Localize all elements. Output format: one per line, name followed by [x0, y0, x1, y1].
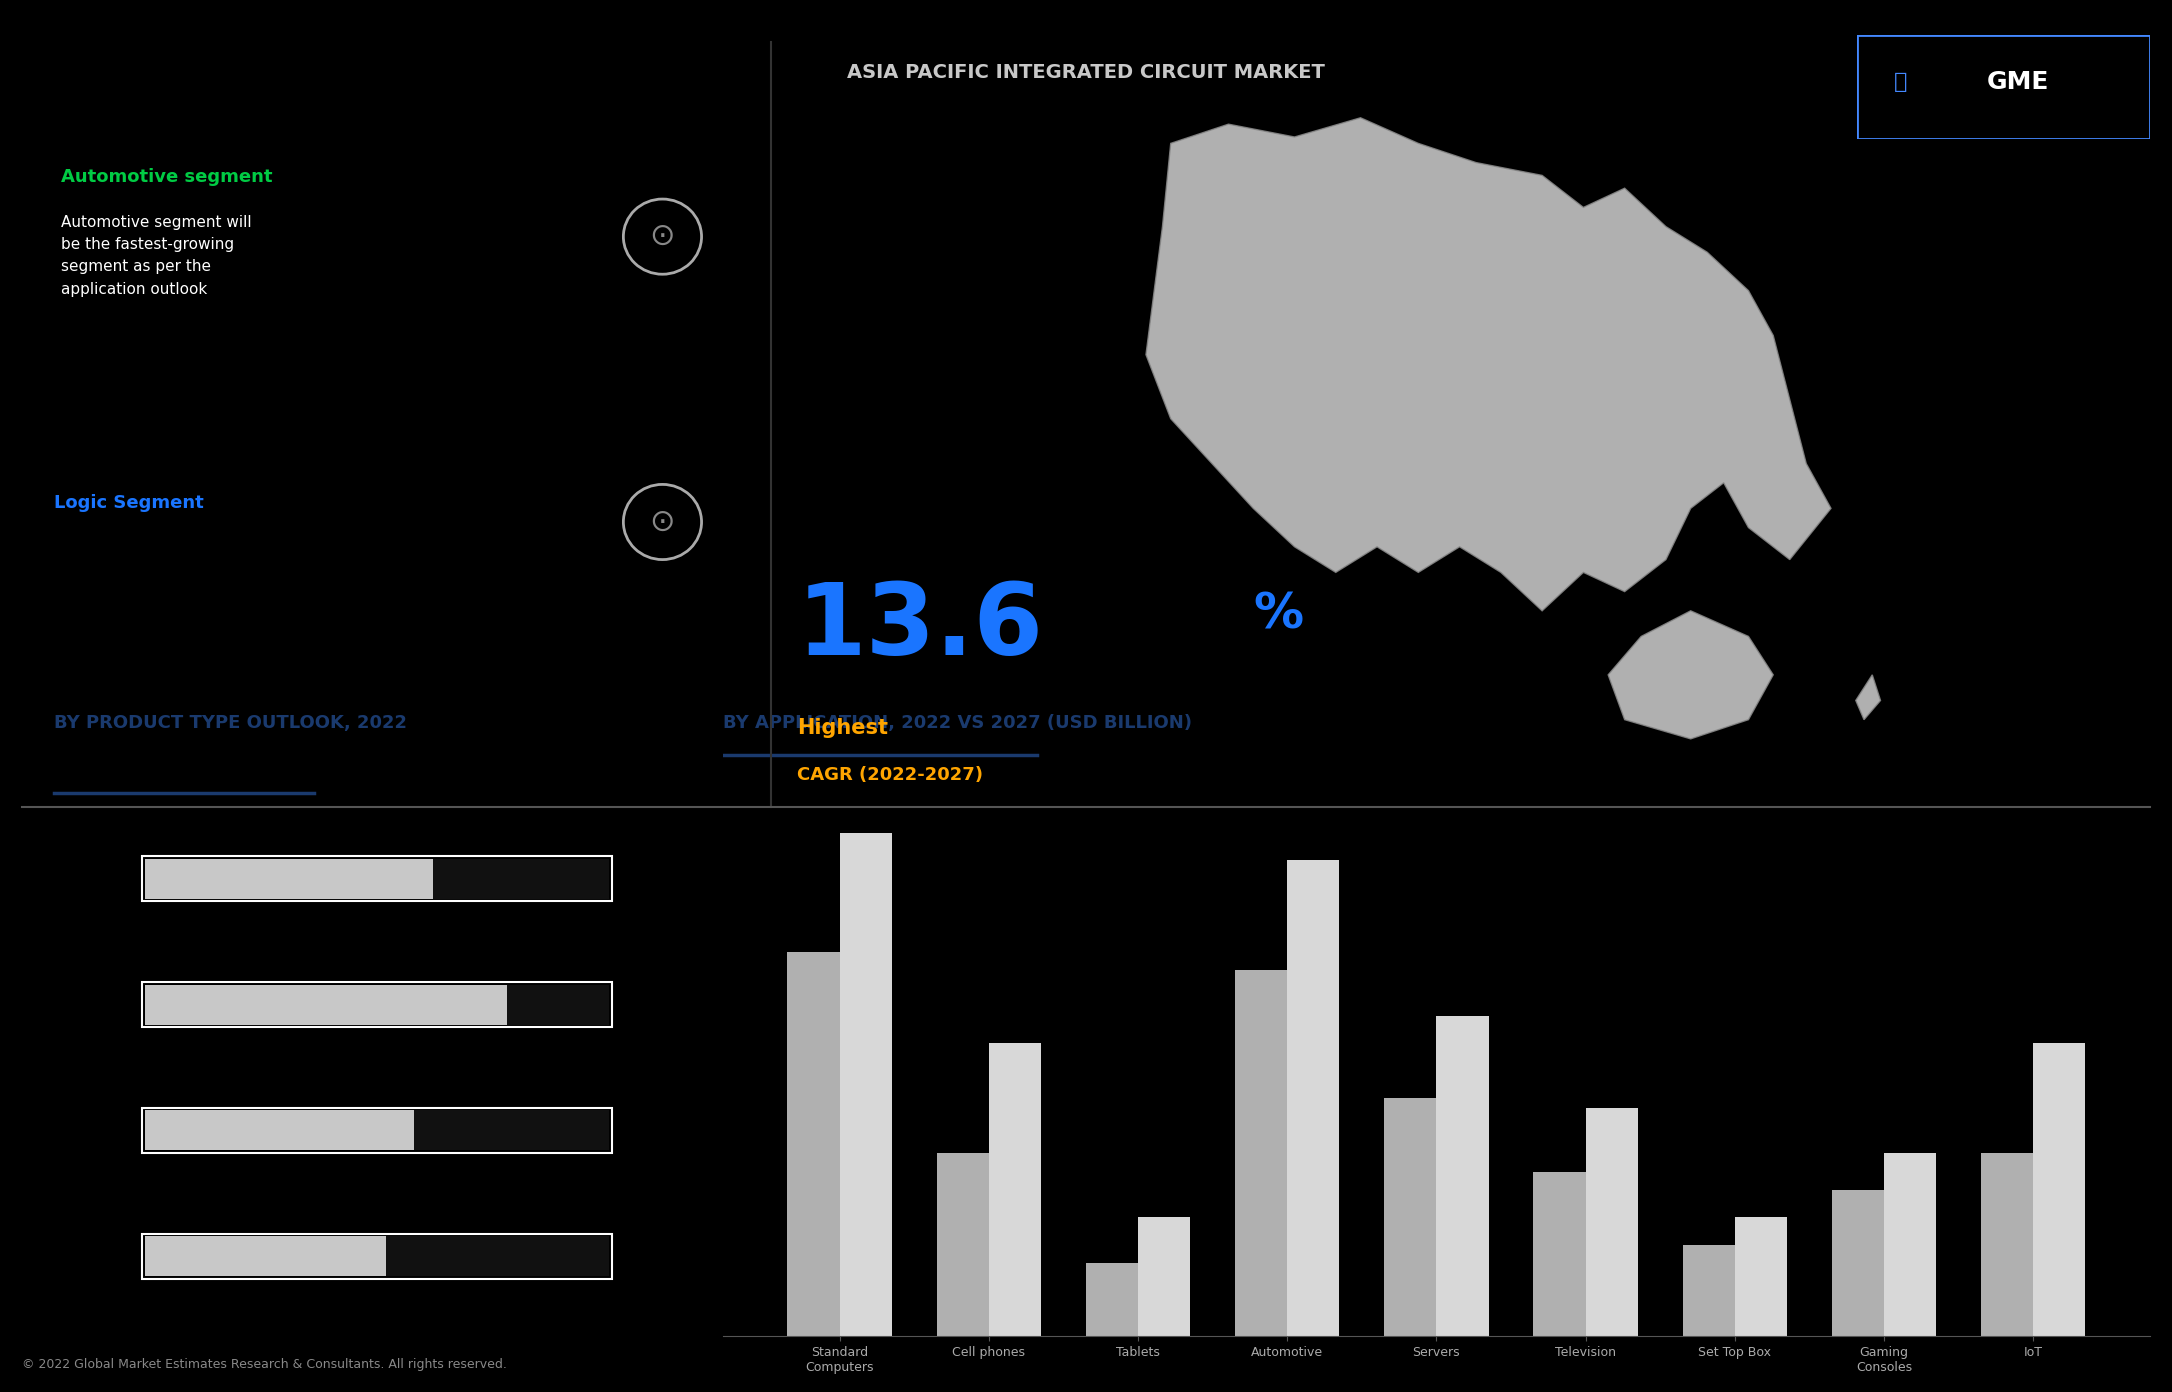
Polygon shape: [1607, 611, 1772, 739]
Bar: [146, 859, 432, 899]
Polygon shape: [1855, 675, 1881, 720]
Text: Automotive segment: Automotive segment: [61, 167, 272, 185]
Bar: [1384, 1098, 1436, 1336]
Text: Automotive segment will
be the fastest-growing
segment as per the
application ou: Automotive segment will be the fastest-g…: [61, 214, 252, 296]
Text: BY PRODUCT TYPE OUTLOOK, 2022: BY PRODUCT TYPE OUTLOOK, 2022: [54, 714, 406, 732]
Polygon shape: [1147, 118, 1831, 611]
Bar: [432, 859, 608, 899]
Bar: [1086, 1263, 1138, 1336]
Bar: [1683, 1244, 1735, 1336]
Bar: [415, 1111, 608, 1150]
Bar: [2033, 1044, 2085, 1336]
Bar: [146, 1111, 415, 1150]
Text: ASIA PACIFIC INTEGRATED CIRCUIT MARKET: ASIA PACIFIC INTEGRATED CIRCUIT MARKET: [847, 63, 1325, 82]
Text: © 2022 Global Market Estimates Research & Consultants. All rights reserved.: © 2022 Global Market Estimates Research …: [22, 1359, 506, 1371]
Bar: [1831, 1190, 1883, 1336]
Bar: [1735, 1218, 1788, 1336]
Bar: [146, 1236, 387, 1276]
Text: ⊙: ⊙: [649, 223, 675, 251]
Bar: [1436, 1016, 1488, 1336]
Bar: [1138, 1218, 1190, 1336]
Text: ⊙: ⊙: [649, 508, 675, 536]
Text: Logic Segment: Logic Segment: [54, 494, 204, 512]
Bar: [988, 1044, 1040, 1336]
Bar: [1533, 1172, 1586, 1336]
Text: Highest: Highest: [797, 718, 888, 738]
Bar: [936, 1154, 988, 1336]
Text: 13.6: 13.6: [797, 579, 1045, 677]
Bar: [1883, 1154, 1935, 1336]
Bar: [1586, 1108, 1638, 1336]
Bar: [788, 952, 841, 1336]
Text: BY APPLICATION, 2022 VS 2027 (USD BILLION): BY APPLICATION, 2022 VS 2027 (USD BILLIO…: [723, 714, 1192, 732]
Text: GME: GME: [1987, 70, 2050, 93]
Text: 🏛: 🏛: [1894, 72, 1907, 92]
Bar: [506, 984, 608, 1025]
Bar: [1288, 860, 1340, 1336]
Bar: [146, 984, 506, 1025]
Bar: [1236, 970, 1288, 1336]
Bar: [1981, 1154, 2033, 1336]
Bar: [387, 1236, 608, 1276]
Bar: [841, 832, 893, 1336]
Text: CAGR (2022-2027): CAGR (2022-2027): [797, 766, 984, 784]
Text: %: %: [1253, 590, 1303, 638]
